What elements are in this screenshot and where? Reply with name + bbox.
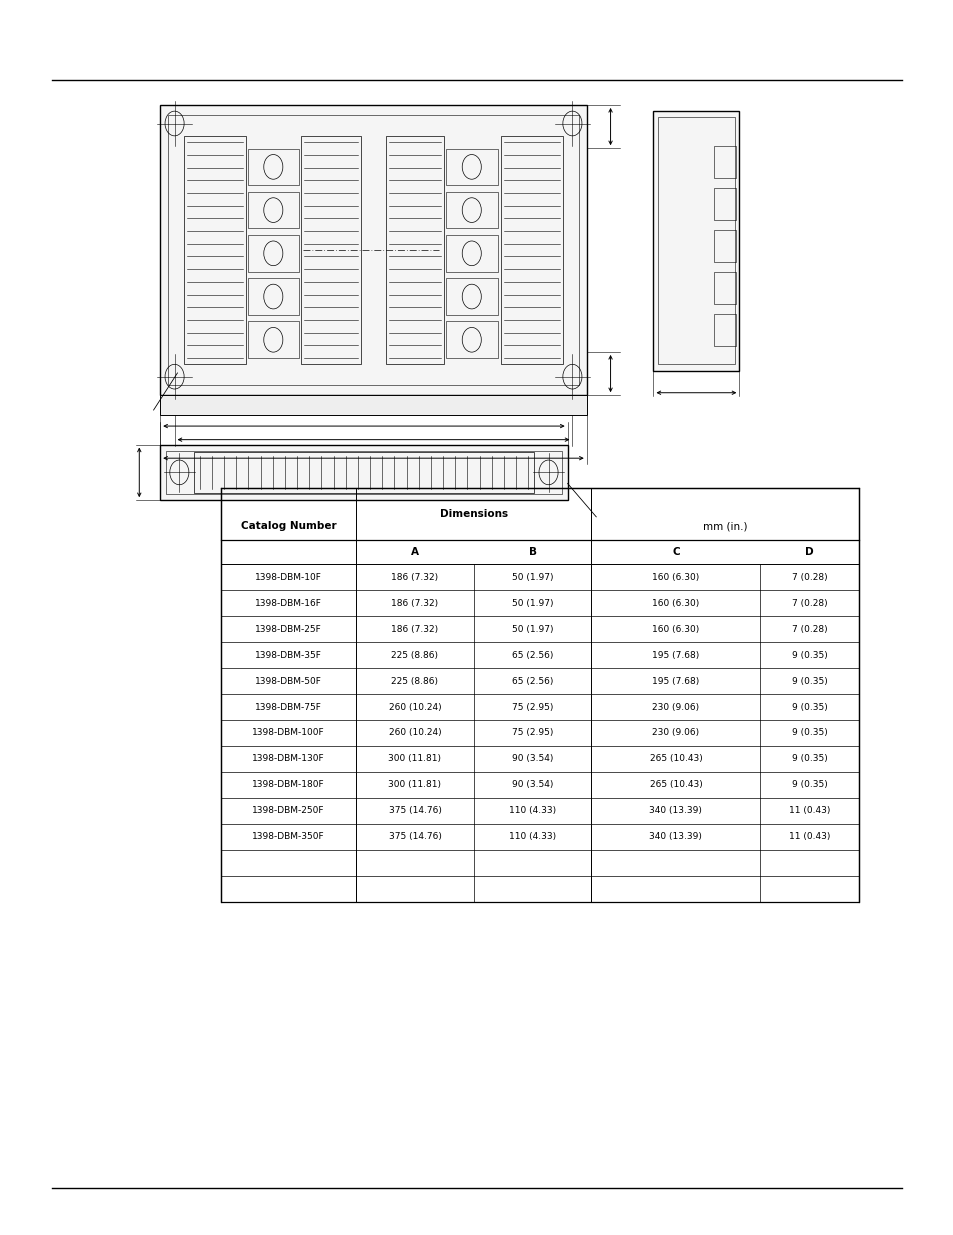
Text: 375 (14.76): 375 (14.76)	[388, 832, 441, 841]
Bar	[713, 230, 736, 262]
Text: 9 (0.35): 9 (0.35)	[791, 651, 826, 659]
Text: 160 (6.30): 160 (6.30)	[652, 599, 699, 608]
Text: 1398-DBM-180F: 1398-DBM-180F	[252, 781, 325, 789]
Text: 195 (7.68): 195 (7.68)	[652, 677, 699, 685]
Text: 186 (7.32): 186 (7.32)	[391, 625, 438, 634]
Text: 7 (0.28): 7 (0.28)	[791, 599, 826, 608]
Text: 1398-DBM-16F: 1398-DBM-16F	[254, 599, 322, 608]
Bar	[248, 191, 298, 228]
Bar	[713, 146, 736, 178]
Text: 1398-DBM-35F: 1398-DBM-35F	[254, 651, 322, 659]
Text: C: C	[672, 547, 679, 557]
Text: 1398-DBM-250F: 1398-DBM-250F	[253, 806, 324, 815]
Bar	[445, 191, 497, 228]
Bar	[166, 451, 561, 494]
Text: 265 (10.43): 265 (10.43)	[649, 781, 701, 789]
Text: 50 (1.97): 50 (1.97)	[512, 625, 553, 634]
Text: 186 (7.32): 186 (7.32)	[391, 573, 438, 582]
Text: 90 (3.54): 90 (3.54)	[512, 755, 553, 763]
Text: 1398-DBM-75F: 1398-DBM-75F	[254, 703, 322, 711]
Bar	[658, 117, 734, 364]
Text: 230 (9.06): 230 (9.06)	[652, 729, 699, 737]
Bar	[160, 395, 586, 415]
Text: 260 (10.24): 260 (10.24)	[388, 729, 441, 737]
Bar	[445, 148, 497, 185]
Bar	[160, 445, 567, 500]
Bar	[168, 115, 578, 385]
Text: 225 (8.86): 225 (8.86)	[391, 651, 438, 659]
Bar	[653, 111, 739, 370]
Text: 50 (1.97): 50 (1.97)	[512, 599, 553, 608]
Text: 1398-DBM-100F: 1398-DBM-100F	[252, 729, 325, 737]
Text: 9 (0.35): 9 (0.35)	[791, 677, 826, 685]
Text: 9 (0.35): 9 (0.35)	[791, 755, 826, 763]
Text: 9 (0.35): 9 (0.35)	[791, 781, 826, 789]
Text: 340 (13.39): 340 (13.39)	[649, 832, 701, 841]
Text: 340 (13.39): 340 (13.39)	[649, 806, 701, 815]
Text: 1398-DBM-10F: 1398-DBM-10F	[254, 573, 322, 582]
Bar	[386, 136, 443, 364]
Text: 65 (2.56): 65 (2.56)	[512, 677, 553, 685]
Bar	[500, 136, 562, 364]
Text: Catalog Number: Catalog Number	[240, 521, 336, 531]
Text: 186 (7.32): 186 (7.32)	[391, 599, 438, 608]
Text: 75 (2.95): 75 (2.95)	[512, 703, 553, 711]
Bar	[248, 278, 298, 315]
Text: 90 (3.54): 90 (3.54)	[512, 781, 553, 789]
Text: 300 (11.81): 300 (11.81)	[388, 781, 441, 789]
Bar	[248, 321, 298, 358]
Bar	[221, 488, 858, 902]
Bar	[301, 136, 360, 364]
Text: 225 (8.86): 225 (8.86)	[391, 677, 438, 685]
Bar	[445, 235, 497, 272]
Text: Dimensions: Dimensions	[439, 509, 507, 519]
Text: 1398-DBM-50F: 1398-DBM-50F	[254, 677, 322, 685]
Bar	[445, 321, 497, 358]
Bar	[248, 148, 298, 185]
Text: 260 (10.24): 260 (10.24)	[388, 703, 441, 711]
Text: 160 (6.30): 160 (6.30)	[652, 573, 699, 582]
Text: 9 (0.35): 9 (0.35)	[791, 729, 826, 737]
Bar	[160, 105, 586, 395]
Text: B: B	[528, 547, 537, 557]
Bar	[713, 188, 736, 220]
Text: 50 (1.97): 50 (1.97)	[512, 573, 553, 582]
Text: 300 (11.81): 300 (11.81)	[388, 755, 441, 763]
Bar	[445, 278, 497, 315]
Text: D: D	[804, 547, 813, 557]
Text: mm (in.): mm (in.)	[702, 521, 746, 531]
Text: 65 (2.56): 65 (2.56)	[512, 651, 553, 659]
Text: 230 (9.06): 230 (9.06)	[652, 703, 699, 711]
Bar	[713, 273, 736, 304]
Text: 7 (0.28): 7 (0.28)	[791, 625, 826, 634]
Bar	[193, 452, 534, 493]
Text: 375 (14.76): 375 (14.76)	[388, 806, 441, 815]
Text: 7 (0.28): 7 (0.28)	[791, 573, 826, 582]
Text: 11 (0.43): 11 (0.43)	[788, 806, 829, 815]
Text: A: A	[411, 547, 418, 557]
Bar	[248, 235, 298, 272]
Text: 1398-DBM-25F: 1398-DBM-25F	[255, 625, 321, 634]
Text: 195 (7.68): 195 (7.68)	[652, 651, 699, 659]
Text: 75 (2.95): 75 (2.95)	[512, 729, 553, 737]
Text: 265 (10.43): 265 (10.43)	[649, 755, 701, 763]
Text: 110 (4.33): 110 (4.33)	[509, 806, 556, 815]
Bar	[713, 315, 736, 346]
Text: 110 (4.33): 110 (4.33)	[509, 832, 556, 841]
Text: 9 (0.35): 9 (0.35)	[791, 703, 826, 711]
Bar	[184, 136, 246, 364]
Text: 1398-DBM-350F: 1398-DBM-350F	[252, 832, 325, 841]
Text: 160 (6.30): 160 (6.30)	[652, 625, 699, 634]
Text: 1398-DBM-130F: 1398-DBM-130F	[252, 755, 325, 763]
Text: 11 (0.43): 11 (0.43)	[788, 832, 829, 841]
